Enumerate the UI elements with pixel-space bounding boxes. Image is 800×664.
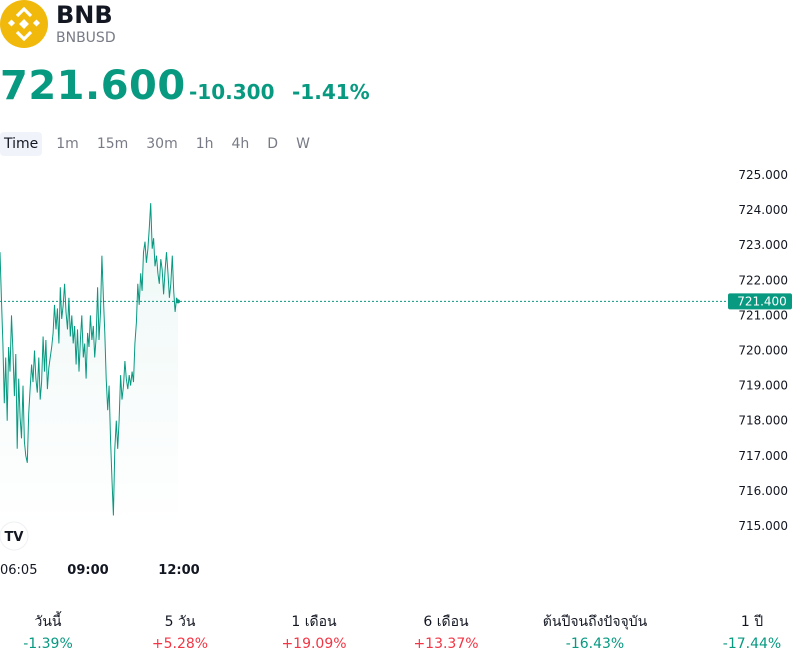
y-axis-tick-label: 723.000 bbox=[738, 238, 788, 252]
tab-15m[interactable]: 15m bbox=[96, 136, 129, 152]
y-axis-tick-label: 715.000 bbox=[738, 519, 788, 533]
x-axis-tick-label: 09:00 bbox=[67, 563, 108, 578]
y-axis-tick-label: 718.000 bbox=[738, 414, 788, 428]
performance-item[interactable]: 5 วัน +5.28% bbox=[110, 612, 250, 654]
performance-change-value: +19.09% bbox=[281, 636, 347, 652]
tab-30m[interactable]: 30m bbox=[146, 136, 178, 152]
tradingview-logo-icon[interactable]: TV bbox=[0, 521, 29, 551]
y-axis-tick-label: 720.000 bbox=[738, 344, 788, 358]
tab-1h[interactable]: 1h bbox=[195, 136, 214, 152]
performance-item[interactable]: วันนี้ -1.39% bbox=[0, 612, 118, 654]
price-line bbox=[0, 203, 179, 516]
performance-period-label: ต้นปีจนถึงปัจจุบัน bbox=[542, 614, 648, 630]
tab-w[interactable]: W bbox=[296, 136, 310, 152]
performance-period-label: 1 เดือน bbox=[291, 614, 337, 630]
performance-period-label: 6 เดือน bbox=[423, 614, 469, 630]
symbol-ticker: BNBUSD bbox=[56, 30, 116, 46]
last-price-marker-label: 721.400 bbox=[737, 294, 787, 308]
performance-change-value: +5.28% bbox=[151, 636, 209, 652]
performance-item[interactable]: 1 ปี -17.44% bbox=[682, 612, 800, 654]
tab-d[interactable]: D bbox=[267, 136, 279, 152]
performance-change-value: +13.37% bbox=[413, 636, 479, 652]
price-chart[interactable]: 725.000 724.000 723.000 722.000 721.000 720.0… bbox=[0, 160, 800, 590]
y-axis-tick-label: 716.000 bbox=[738, 484, 788, 498]
performance-period-label: 5 วัน bbox=[164, 614, 196, 630]
performance-item[interactable]: ต้นปีจนถึงปัจจุบัน -16.43% bbox=[525, 612, 665, 654]
performance-item[interactable]: 1 เดือน +19.09% bbox=[244, 612, 384, 654]
performance-period-label: 1 ปี bbox=[740, 614, 764, 630]
tab-time[interactable]: Time bbox=[0, 132, 43, 156]
timeframe-tabs: Time 1m 15m 30m 1h 4h D W bbox=[0, 132, 324, 156]
binance-logo-icon bbox=[0, 0, 48, 48]
last-price: 721.600 bbox=[0, 63, 186, 109]
performance-change-value: -16.43% bbox=[565, 636, 625, 652]
y-axis-tick-label: 721.000 bbox=[738, 308, 788, 322]
y-axis-tick-label: 722.000 bbox=[738, 273, 788, 287]
price-change: -10.300 bbox=[189, 80, 275, 104]
tab-4h[interactable]: 4h bbox=[231, 136, 250, 152]
x-axis-tick-label: 06:05 bbox=[0, 563, 37, 578]
performance-change-value: -1.39% bbox=[23, 636, 73, 652]
y-axis-tick-label: 717.000 bbox=[738, 449, 788, 463]
performance-change-value: -17.44% bbox=[722, 636, 782, 652]
x-axis-tick-label: 12:00 bbox=[158, 563, 199, 578]
symbol-name: BNB bbox=[56, 1, 113, 29]
y-axis-tick-label: 724.000 bbox=[738, 203, 788, 217]
svg-text:TV: TV bbox=[5, 530, 24, 545]
performance-period-label: วันนี้ bbox=[34, 614, 62, 630]
y-axis-tick-label: 719.000 bbox=[738, 379, 788, 393]
y-axis-tick-label: 725.000 bbox=[738, 168, 788, 182]
price-area-fill bbox=[0, 203, 178, 530]
performance-item[interactable]: 6 เดือน +13.37% bbox=[376, 612, 516, 654]
price-change-percent: -1.41% bbox=[292, 80, 370, 104]
last-price-marker bbox=[728, 293, 792, 310]
tab-1m[interactable]: 1m bbox=[56, 136, 79, 152]
